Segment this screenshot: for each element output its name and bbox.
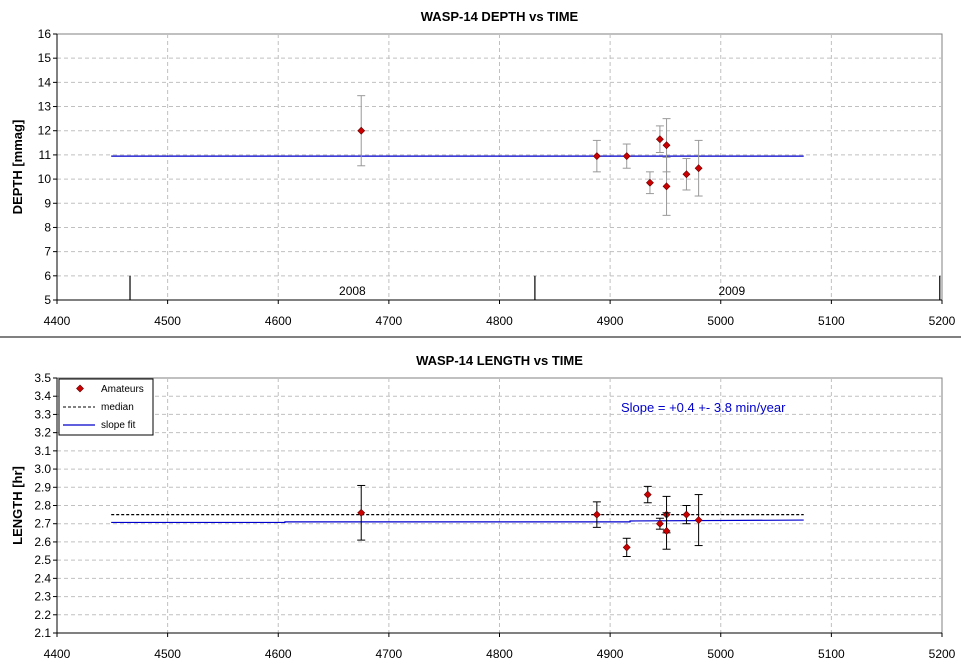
data-point xyxy=(357,508,366,517)
y-tick-label: 2.2 xyxy=(34,608,51,622)
y-tick-label: 6 xyxy=(44,269,51,283)
y-tick-label: 14 xyxy=(38,75,52,89)
data-point xyxy=(357,126,366,135)
x-tick-label: 5000 xyxy=(707,647,734,661)
data-point xyxy=(655,519,664,528)
x-tick-label: 4500 xyxy=(154,314,181,328)
x-tick-label: 4400 xyxy=(44,647,71,661)
y-tick-label: 3.2 xyxy=(34,426,51,440)
y-axis-label: LENGTH [hr] xyxy=(10,466,25,545)
y-tick-label: 2.8 xyxy=(34,499,51,513)
year-label: 2008 xyxy=(339,284,366,298)
legend-label-amateurs: Amateurs xyxy=(101,384,144,395)
chart-title: WASP-14 LENGTH vs TIME xyxy=(416,353,583,368)
y-tick-label: 3.0 xyxy=(34,462,51,476)
y-tick-label: 3.5 xyxy=(34,371,51,385)
y-tick-label: 9 xyxy=(44,196,51,210)
y-axis-label: DEPTH [mmag] xyxy=(10,120,25,215)
x-tick-label: 4600 xyxy=(265,647,292,661)
data-point xyxy=(662,141,671,150)
x-tick-label: 4900 xyxy=(597,647,624,661)
x-tick-label: 4700 xyxy=(376,314,403,328)
data-point xyxy=(622,152,631,161)
data-point xyxy=(643,490,652,499)
year-label: 2009 xyxy=(718,284,745,298)
y-tick-label: 13 xyxy=(38,100,52,114)
x-tick-label: 4900 xyxy=(597,314,624,328)
y-tick-label: 8 xyxy=(44,220,51,234)
y-tick-label: 2.9 xyxy=(34,480,51,494)
data-point xyxy=(682,510,691,519)
data-point xyxy=(646,178,654,187)
x-tick-label: 5100 xyxy=(818,314,845,328)
legend-marker-amateurs xyxy=(76,384,84,393)
data-point xyxy=(592,510,601,519)
x-tick-label: 4800 xyxy=(486,647,513,661)
data-point xyxy=(682,170,691,179)
chart-title: WASP-14 DEPTH vs TIME xyxy=(421,9,579,24)
y-tick-label: 5 xyxy=(44,293,51,307)
x-tick-label: 5100 xyxy=(818,647,845,661)
y-tick-label: 2.6 xyxy=(34,535,51,549)
y-tick-label: 2.4 xyxy=(34,571,51,585)
x-tick-label: 4600 xyxy=(265,314,292,328)
data-point xyxy=(694,516,703,524)
x-tick-label: 4400 xyxy=(44,314,71,328)
y-tick-label: 11 xyxy=(39,148,52,162)
data-point xyxy=(662,182,671,191)
y-tick-label: 16 xyxy=(38,27,52,41)
x-tick-label: 5200 xyxy=(929,314,956,328)
data-point xyxy=(592,152,601,161)
x-tick-label: 4700 xyxy=(376,647,403,661)
y-tick-label: 2.7 xyxy=(34,517,51,531)
x-tick-label: 5000 xyxy=(707,314,734,328)
y-tick-label: 10 xyxy=(38,172,52,186)
x-tick-label: 5200 xyxy=(929,647,956,661)
x-tick-label: 4500 xyxy=(154,647,181,661)
y-tick-label: 2.1 xyxy=(34,626,51,640)
y-tick-label: 7 xyxy=(44,245,51,259)
y-tick-label: 3.4 xyxy=(34,389,51,403)
data-point xyxy=(694,164,703,173)
x-tick-label: 4800 xyxy=(486,314,513,328)
data-point xyxy=(655,135,664,144)
y-tick-label: 2.3 xyxy=(34,590,51,604)
data-point xyxy=(662,527,671,535)
legend-label-fit: slope fit xyxy=(101,420,136,431)
y-tick-label: 15 xyxy=(38,51,52,65)
y-tick-label: 3.1 xyxy=(34,444,51,458)
y-tick-label: 3.3 xyxy=(34,407,51,421)
data-point xyxy=(622,543,631,552)
y-tick-label: 12 xyxy=(38,124,52,138)
slope-annotation: Slope = +0.4 +- 3.8 min/year xyxy=(621,400,786,415)
y-tick-label: 2.5 xyxy=(34,553,51,567)
legend-label-median: median xyxy=(101,402,134,413)
